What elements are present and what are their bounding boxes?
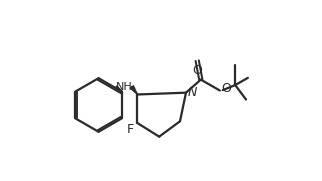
Text: O: O [192, 64, 202, 77]
Text: NH: NH [116, 82, 132, 92]
Text: O: O [221, 82, 231, 95]
Text: F: F [126, 123, 133, 136]
Text: N: N [187, 86, 197, 99]
